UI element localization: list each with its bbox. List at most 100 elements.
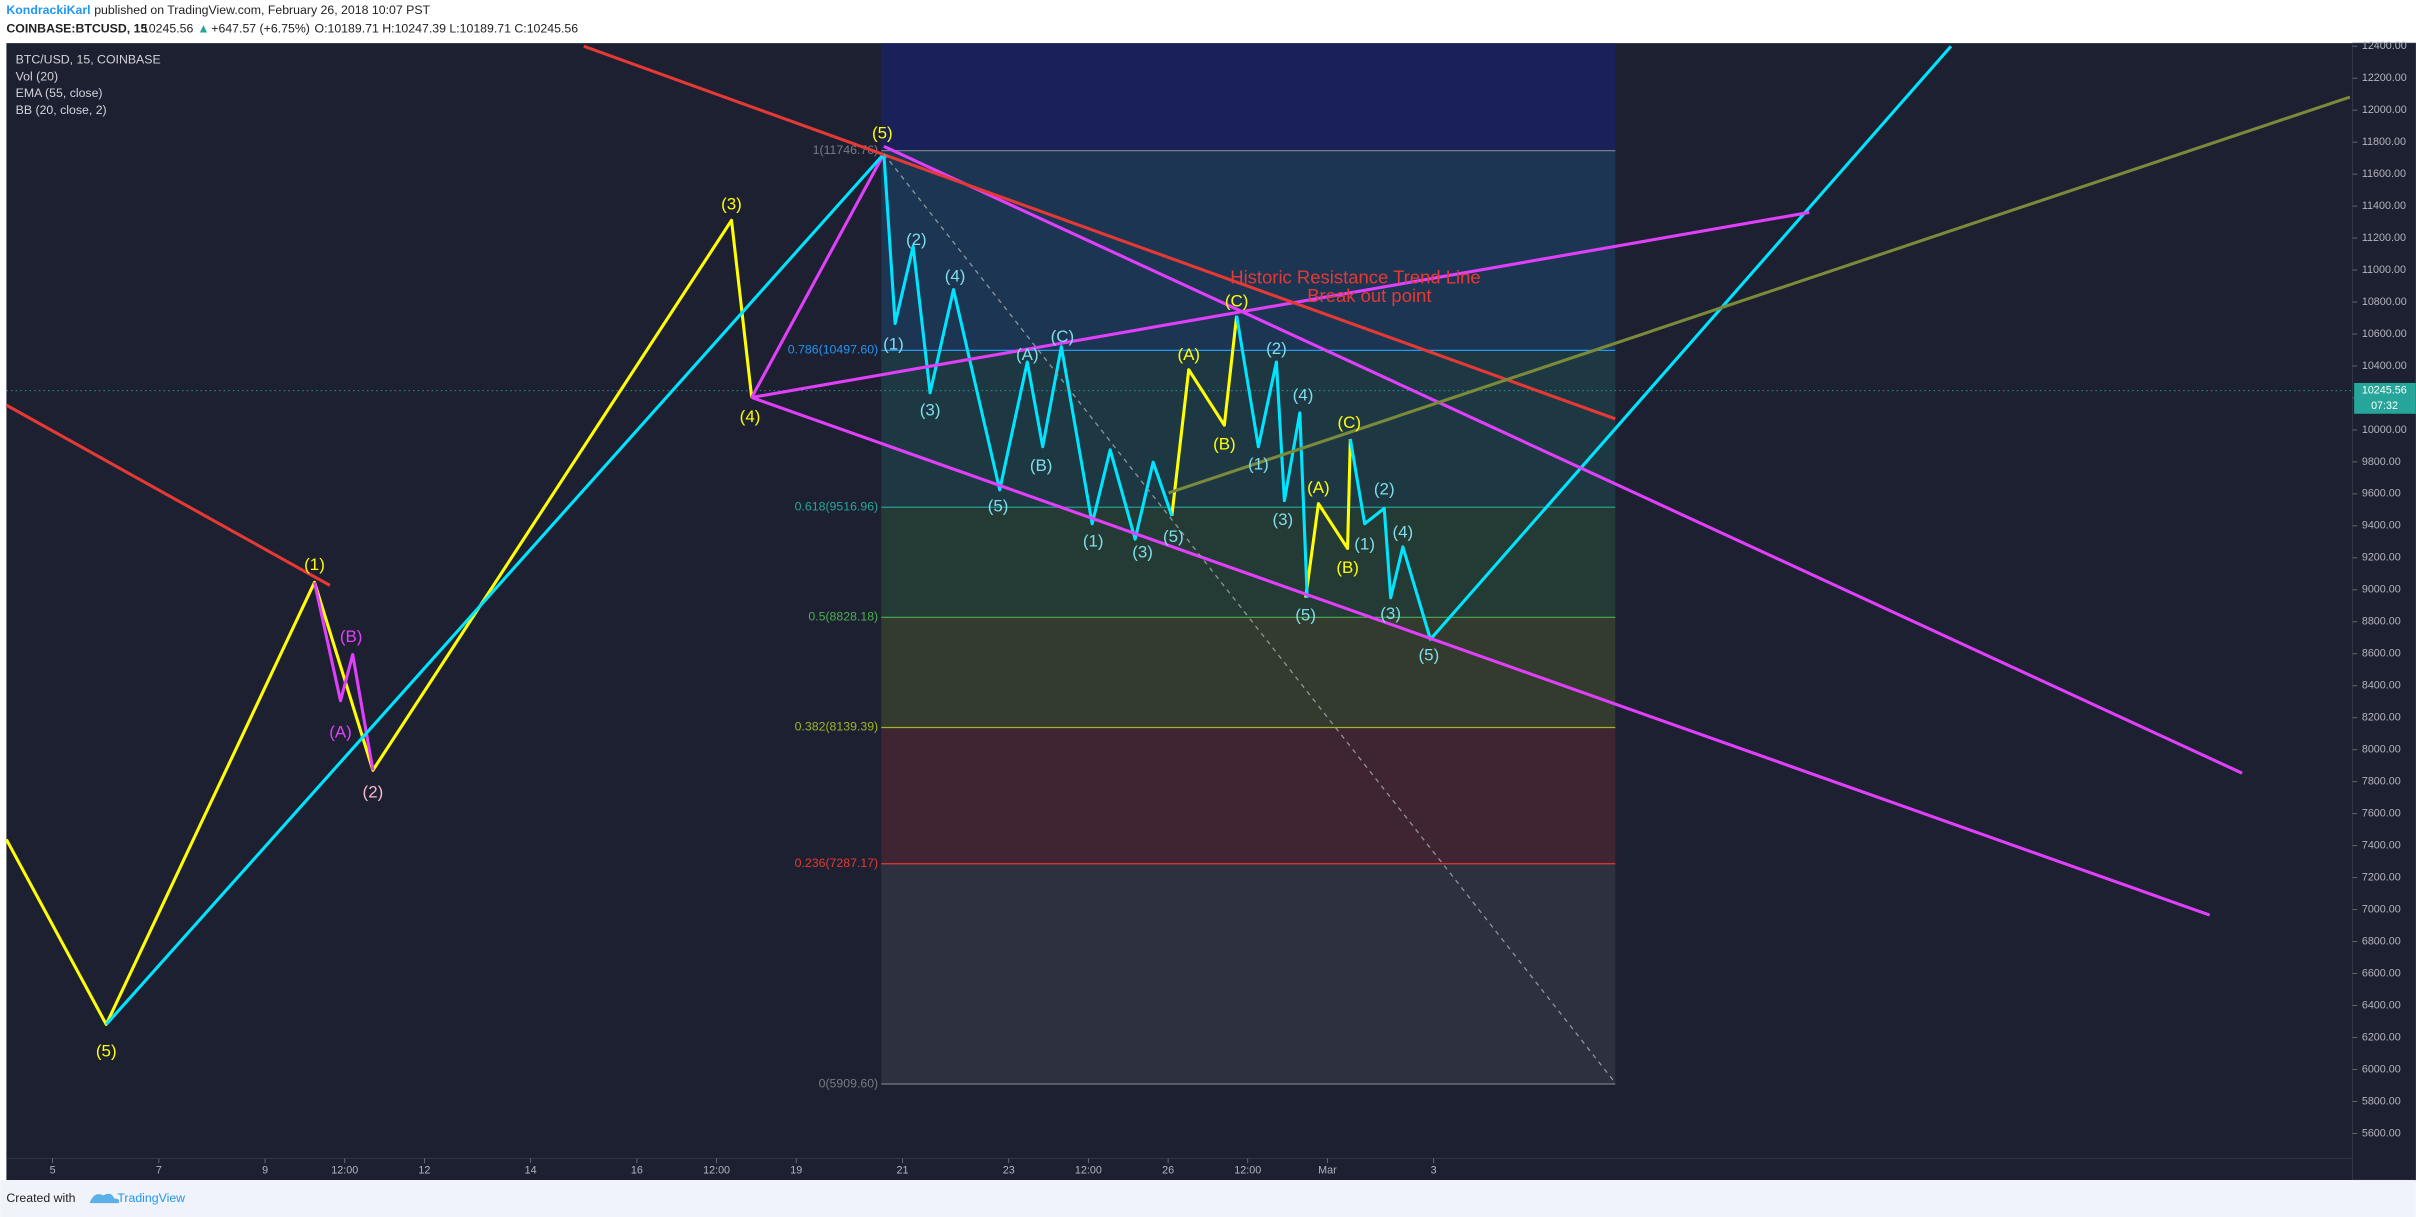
author[interactable]: KondrackiKarl: [6, 3, 90, 17]
y-tick-label: 7000.00: [2362, 903, 2401, 915]
annotation-text: Historic Resistance Trend Line: [1230, 267, 1480, 288]
legend-item: BB (20, close, 2): [16, 103, 107, 117]
x-tick-label: 12:00: [1234, 1165, 1261, 1177]
y-tick-label: 6800.00: [2362, 935, 2401, 947]
wave-label: (2): [1266, 339, 1287, 358]
wave-label: (5): [872, 123, 893, 142]
y-tick-label: 7200.00: [2362, 872, 2401, 884]
wave-line: [882, 153, 1174, 541]
wave-label: (B): [1336, 558, 1359, 577]
header-arrow: ▲: [197, 22, 209, 36]
wave-label: (C): [1225, 291, 1249, 310]
y-tick-label: 8400.00: [2362, 680, 2401, 692]
wave-line: [751, 395, 2211, 917]
y-tick-label: 5800.00: [2362, 1095, 2401, 1107]
wave-label: (2): [363, 783, 384, 802]
wave-label: (5): [988, 496, 1009, 515]
wave-line: [5, 44, 1616, 587]
x-tick-label: 12:00: [703, 1165, 730, 1177]
y-tick-label: 12400.00: [2362, 40, 2407, 52]
fib-label: 0.618(9516.96): [795, 499, 879, 513]
wave-line: [883, 144, 2243, 775]
y-tick-label: 9400.00: [2362, 520, 2401, 532]
wave-label: (5): [1295, 606, 1316, 625]
last-price-tag: [2354, 382, 2416, 414]
wave-label: (C): [1051, 327, 1075, 346]
wave-line: [5, 218, 754, 1026]
tradingview-logo: [89, 1193, 120, 1204]
y-tick-label: 12200.00: [2362, 72, 2407, 84]
legend-item: EMA (55, close): [16, 86, 103, 100]
x-tick-label: 12:00: [331, 1165, 358, 1177]
wave-label: (A): [1307, 478, 1330, 497]
wave-label: (3): [1272, 510, 1293, 529]
fib-label: 0.382(8139.39): [795, 720, 879, 734]
x-tick-label: 26: [1162, 1165, 1174, 1177]
y-tick-label: 8600.00: [2362, 648, 2401, 660]
y-tick-label: 8000.00: [2362, 744, 2401, 756]
fib-top-zone: [881, 43, 1616, 151]
wave-line: [1170, 315, 1352, 598]
wave-label: (A): [1178, 345, 1201, 364]
wave-label: (5): [96, 1042, 117, 1061]
y-tick-label: 6600.00: [2362, 967, 2401, 979]
y-tick-label: 7400.00: [2362, 840, 2401, 852]
y-tick-label: 9800.00: [2362, 456, 2401, 468]
y-tick-label: 10800.00: [2362, 296, 2407, 308]
footer: [0, 1180, 2416, 1217]
x-tick-label: 7: [156, 1165, 162, 1177]
wave-label: (3): [1380, 604, 1401, 623]
x-tick-label: 16: [631, 1165, 643, 1177]
wave-line: [751, 210, 1810, 399]
x-tick-label: 9: [262, 1165, 268, 1177]
header-price: 10245.56: [142, 22, 194, 36]
x-tick-label: 3: [1431, 1165, 1437, 1177]
wave-label: (1): [883, 335, 904, 354]
wave-label: (3): [721, 194, 742, 213]
wave-label: (B): [1030, 456, 1053, 475]
wave-label: (5): [1419, 646, 1440, 665]
x-tick-label: Mar: [1318, 1165, 1337, 1177]
x-tick-label: 12: [418, 1165, 430, 1177]
wave-label: (2): [1374, 479, 1395, 498]
wave-label: (4): [740, 407, 761, 426]
y-tick-label: 11200.00: [2362, 232, 2406, 244]
y-tick-label: 9200.00: [2362, 552, 2401, 564]
legend-item: Vol (20): [16, 69, 58, 83]
y-tick-label: 5600.00: [2362, 1127, 2401, 1139]
wave-line: [883, 153, 1616, 1084]
wave-label: (4): [1293, 385, 1314, 404]
y-tick-label: 6400.00: [2362, 999, 2401, 1011]
y-tick-label: 9600.00: [2362, 488, 2401, 500]
wave-label: (1): [1083, 532, 1104, 551]
fib-zone: [881, 150, 1616, 351]
y-tick-label: 11000.00: [2362, 264, 2406, 276]
wave-line: [105, 152, 886, 1026]
fib-label: 0(5909.60): [819, 1076, 879, 1090]
annotation-text: Break out point: [1307, 285, 1431, 306]
wave-label: (4): [945, 267, 966, 286]
plot: 1(11746.76)0.786(10497.60)0.618(9516.96)…: [5, 40, 2416, 1177]
wave-label: (3): [1132, 543, 1153, 562]
wave-label: (C): [1337, 413, 1361, 432]
y-tick-label: 10600.00: [2362, 328, 2407, 340]
wave-label: (3): [920, 401, 941, 420]
fib-zone: [881, 727, 1616, 864]
wave-label: (5): [1163, 527, 1184, 546]
fib-zone: [881, 863, 1616, 1085]
y-tick-label: 9000.00: [2362, 584, 2401, 596]
header-ohlc: O:10189.71 H:10247.39 L:10189.71 C:10245…: [315, 22, 579, 36]
wave-label: (1): [1354, 535, 1375, 554]
fib-zone: [881, 507, 1616, 618]
y-tick-label: 11600.00: [2362, 168, 2406, 180]
y-tick-label: 12000.00: [2362, 104, 2407, 116]
x-tick-label: 23: [1003, 1165, 1015, 1177]
fib-label: 0.236(7287.17): [795, 856, 879, 870]
x-tick-label: 5: [50, 1165, 56, 1177]
x-tick-label: 12:00: [1075, 1165, 1102, 1177]
header-change: +647.57 (+6.75%): [211, 22, 310, 36]
footer-brand[interactable]: TradingView: [117, 1191, 185, 1205]
y-tick-label: 11800.00: [2362, 136, 2406, 148]
y-tick-label: 10400.00: [2362, 360, 2407, 372]
